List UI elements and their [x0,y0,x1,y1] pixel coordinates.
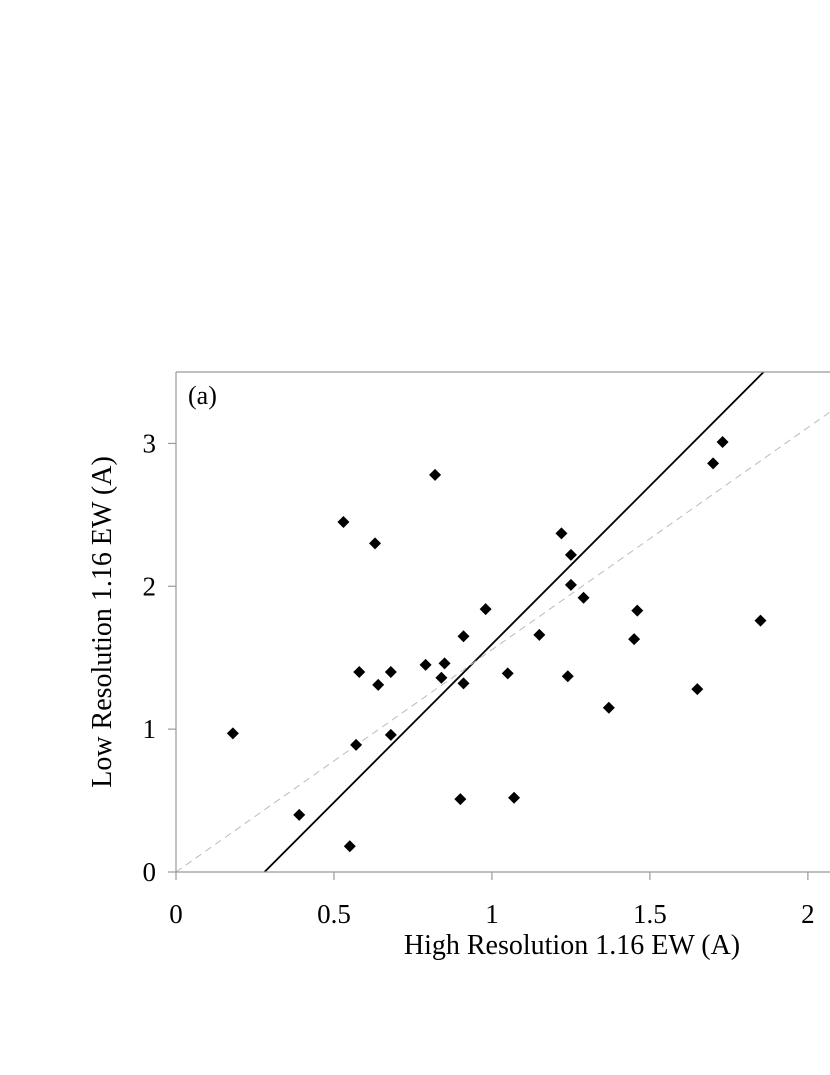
y-tick-label: 2 [143,571,157,601]
data-point [508,791,521,804]
data-point [457,630,470,643]
data-point [631,604,644,617]
lines-layer [175,371,830,873]
data-point [372,678,385,691]
fit-line [263,371,765,873]
x-tick-label: 0.5 [317,899,351,929]
points-layer [226,436,767,853]
data-point [454,793,467,806]
x-tick-label: 0 [169,899,183,929]
data-point [479,603,492,616]
data-point [577,591,590,604]
data-point [707,457,720,470]
data-point [555,527,568,540]
data-point [564,578,577,591]
x-tick-label: 2 [801,899,815,929]
tick-layer: 0 0.5 1 1.5 2 0 1 2 3 [143,428,815,929]
data-point [384,666,397,678]
x-tick-label: 1.5 [633,899,667,929]
data-point [716,436,729,448]
data-point [457,677,470,690]
data-point [438,657,451,670]
data-point [754,614,767,627]
y-tick-label: 0 [143,857,157,887]
data-point [435,671,448,684]
data-point [226,727,239,740]
x-axis-label: High Resolution 1.16 EW (A) [404,930,740,961]
data-point [501,667,514,680]
data-point [419,658,432,671]
reference-line [175,411,830,873]
data-point [561,670,574,683]
data-point [429,468,442,481]
x-tick-label: 1 [485,899,499,929]
y-axis-label: Low Resolution 1.16 EW (A) [87,456,118,788]
data-point [602,701,615,714]
data-point [533,628,546,641]
data-point [369,537,382,550]
data-point [564,548,577,561]
data-point [350,738,363,751]
y-tick-label: 3 [143,428,157,458]
data-point [343,840,356,853]
y-tick-label: 1 [143,714,157,744]
data-point [353,666,366,678]
panel-label: (a) [188,381,217,410]
data-point [384,728,397,741]
data-point [337,516,350,528]
plot-frame [175,371,830,873]
data-point [628,633,641,646]
data-point [293,808,306,821]
data-point [691,683,704,696]
